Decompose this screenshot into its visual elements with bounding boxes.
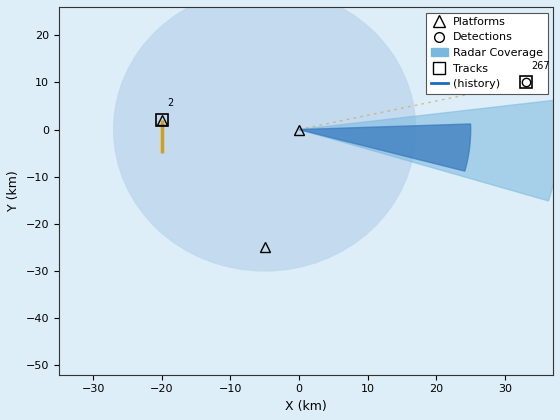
X-axis label: X (km): X (km) <box>285 400 327 413</box>
Polygon shape <box>299 100 560 201</box>
Ellipse shape <box>114 0 416 271</box>
Text: 267: 267 <box>531 60 550 71</box>
Legend: Platforms, Detections, Radar Coverage, Tracks, (history): Platforms, Detections, Radar Coverage, T… <box>426 13 548 94</box>
Polygon shape <box>299 124 470 171</box>
Y-axis label: Y (km): Y (km) <box>7 171 20 211</box>
Text: 2: 2 <box>167 98 174 108</box>
